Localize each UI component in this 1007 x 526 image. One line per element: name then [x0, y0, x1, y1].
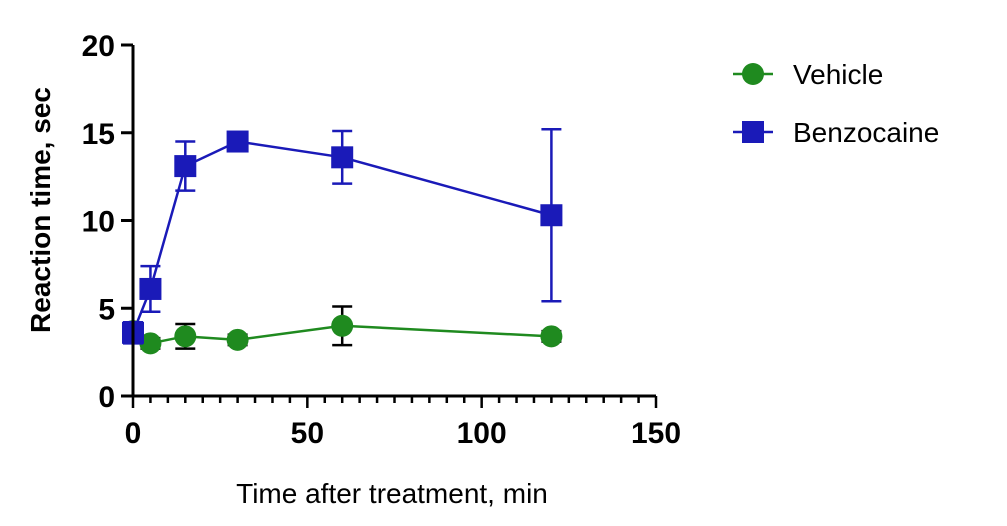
y-tick-label: 10 — [82, 206, 115, 239]
legend-item: Vehicle — [733, 59, 883, 90]
y-axis-title: Reaction time, sec — [25, 87, 56, 333]
legend-marker — [742, 63, 764, 85]
data-point — [540, 204, 563, 227]
legend-item: Benzocaine — [733, 117, 939, 148]
axes: 0 50 100 150 0 5 10 15 20 — [82, 30, 681, 450]
y-tick-label: 5 — [98, 293, 115, 326]
y-tick-label: 0 — [98, 381, 115, 414]
y-tick-label: 20 — [82, 30, 115, 63]
legend-marker — [742, 121, 764, 143]
data-point — [226, 130, 249, 153]
data-point — [331, 146, 354, 169]
data-point — [139, 277, 162, 300]
data-point — [226, 328, 249, 351]
legend: Vehicle Benzocaine — [733, 59, 939, 148]
data-point — [540, 325, 563, 348]
data-point — [331, 314, 354, 337]
x-tick-label: 150 — [631, 417, 681, 450]
data-point — [139, 332, 162, 355]
plot-area — [122, 127, 563, 355]
x-axis-ticks: 0 50 100 150 — [125, 396, 681, 450]
y-tick-label: 15 — [82, 118, 115, 151]
x-axis-title: Time after treatment, min — [236, 478, 548, 509]
y-axis-ticks: 0 5 10 15 20 — [82, 30, 133, 414]
data-point — [174, 155, 197, 178]
x-tick-label: 0 — [125, 417, 142, 450]
data-point — [174, 325, 197, 348]
x-tick-label: 50 — [291, 417, 324, 450]
series-vehicle — [122, 305, 563, 355]
legend-label: Benzocaine — [793, 117, 939, 148]
legend-label: Vehicle — [793, 59, 883, 90]
x-tick-label: 100 — [457, 417, 507, 450]
